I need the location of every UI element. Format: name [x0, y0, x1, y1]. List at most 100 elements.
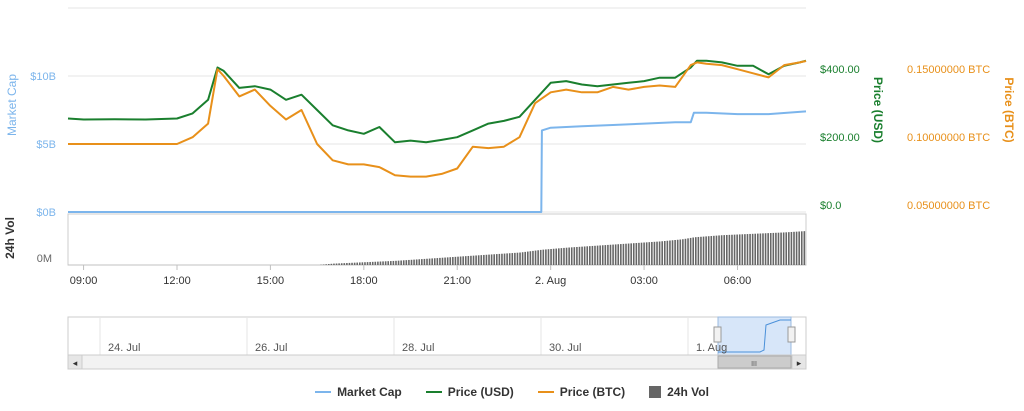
volume-bar	[674, 240, 676, 265]
market-cap-axis-title: Market Cap	[5, 74, 19, 136]
volume-bar	[594, 245, 596, 265]
volume-bar	[700, 236, 702, 265]
chart-legend: Market Cap Price (USD) Price (BTC) 24h V…	[0, 380, 1024, 404]
legend-item-price-btc[interactable]: Price (BTC)	[537, 385, 625, 399]
volume-bar	[371, 261, 374, 265]
volume-bar	[369, 261, 371, 265]
volume-bar	[351, 262, 353, 265]
volume-bar	[715, 235, 718, 265]
volume-bar	[713, 235, 715, 265]
volume-bar	[741, 234, 744, 265]
price-usd-axis-title: Price (USD)	[871, 77, 885, 143]
scrollbar-left-button[interactable]	[67, 354, 83, 370]
price-btc-tick-label: 0.05000000 BTC	[907, 200, 990, 212]
volume-bars	[320, 231, 806, 265]
volume-bar	[591, 245, 594, 265]
price-usd-tick-label: $400.00	[820, 64, 860, 76]
volume-bar	[790, 231, 793, 265]
volume-bar	[459, 256, 462, 265]
legend-swatch-price-btc	[537, 391, 554, 393]
price-usd-tick-label: $0.0	[820, 200, 841, 212]
scrollbar-thumb[interactable]	[717, 355, 792, 369]
volume-bar	[421, 259, 423, 265]
volume-bar	[754, 233, 757, 265]
volume-bar	[506, 253, 508, 265]
volume-bar	[578, 246, 581, 265]
volume-bar	[555, 248, 558, 265]
volume-bar	[568, 247, 570, 265]
axis-ticks: $0B $5B $10B 0M $0.0 $200.00 $400.00 0.05000000…	[30, 64, 990, 287]
volume-bar	[545, 249, 547, 265]
volume-bar	[539, 249, 542, 265]
scrollbar-right-button[interactable]	[791, 354, 807, 370]
volume-bar	[483, 254, 485, 265]
volume-bar	[612, 244, 614, 265]
price-chart: Market Cap Price (USD) Price (BTC) 24h V…	[3, 7, 1016, 370]
navigator[interactable]: 24. Jul 26. Jul 28. Jul 30. Jul 1. Aug ◂ ▸ I…	[67, 316, 807, 370]
volume-bar	[366, 262, 369, 265]
volume-bar	[454, 256, 457, 265]
volume-bar	[563, 247, 565, 265]
volume-bar	[728, 234, 731, 265]
volume-bar	[464, 256, 467, 265]
volume-bar	[490, 254, 493, 265]
volume-bar	[488, 254, 490, 265]
volume-bar	[358, 262, 361, 265]
volume-bar	[803, 231, 806, 265]
scrollbar-track[interactable]	[67, 354, 807, 370]
volume-bar	[508, 253, 511, 265]
legend-item-price-usd[interactable]: Price (USD)	[425, 385, 514, 399]
volume-bar	[382, 261, 384, 265]
legend-label-market-cap: Market Cap	[337, 385, 402, 399]
volume-bar	[348, 262, 351, 265]
volume-bar	[671, 240, 674, 265]
volume-bar	[565, 247, 568, 265]
volume-bar	[397, 260, 400, 265]
volume-bar	[519, 252, 521, 265]
volume-bar	[726, 234, 728, 265]
volume-bar	[689, 237, 692, 265]
volume-bar	[653, 241, 656, 265]
series-line-market-cap	[68, 110, 807, 213]
volume-bar	[485, 254, 488, 265]
volume-bar	[589, 246, 591, 265]
volume-bar	[327, 264, 330, 265]
volume-bar	[457, 256, 459, 265]
volume-bar	[764, 233, 767, 265]
legend-swatch-market-cap	[315, 391, 332, 393]
navigator-series-line	[718, 319, 791, 353]
volume-bar	[330, 263, 333, 265]
volume-bar	[669, 240, 671, 265]
volume-bar	[697, 236, 700, 265]
volume-bar	[444, 257, 446, 265]
volume-bar	[777, 232, 780, 265]
legend-item-24h-vol[interactable]: 24h Vol	[649, 385, 709, 399]
volume-tick-label: 0M	[37, 253, 52, 265]
volume-bar	[718, 235, 720, 265]
volume-bar	[364, 262, 366, 265]
volume-bar	[601, 245, 604, 265]
navigator-handle-left[interactable]	[713, 326, 722, 343]
volume-bar	[596, 245, 599, 265]
volume-bar	[498, 253, 501, 265]
volume-bar	[340, 263, 343, 265]
volume-bar	[402, 260, 405, 265]
volume-bar	[423, 258, 426, 265]
navigator-selection[interactable]	[717, 316, 792, 356]
volume-bar	[477, 255, 480, 265]
x-tick-label: 2. Aug	[535, 275, 566, 287]
volume-bar	[576, 246, 578, 265]
navigator-handle-right[interactable]	[787, 326, 796, 343]
volume-bar	[495, 254, 498, 265]
volume-bar	[503, 253, 506, 265]
volume-bar	[751, 233, 754, 265]
legend-item-market-cap[interactable]: Market Cap	[315, 385, 402, 399]
x-tick-label: 18:00	[350, 275, 378, 287]
volume-bar	[658, 241, 661, 265]
volume-bar	[392, 260, 395, 265]
volume-bar	[707, 236, 710, 265]
series-line-price-usd	[67, 59, 807, 144]
market-cap-tick-label: $10B	[30, 71, 56, 83]
volume-bar	[335, 263, 338, 265]
volume-bar	[599, 245, 601, 265]
